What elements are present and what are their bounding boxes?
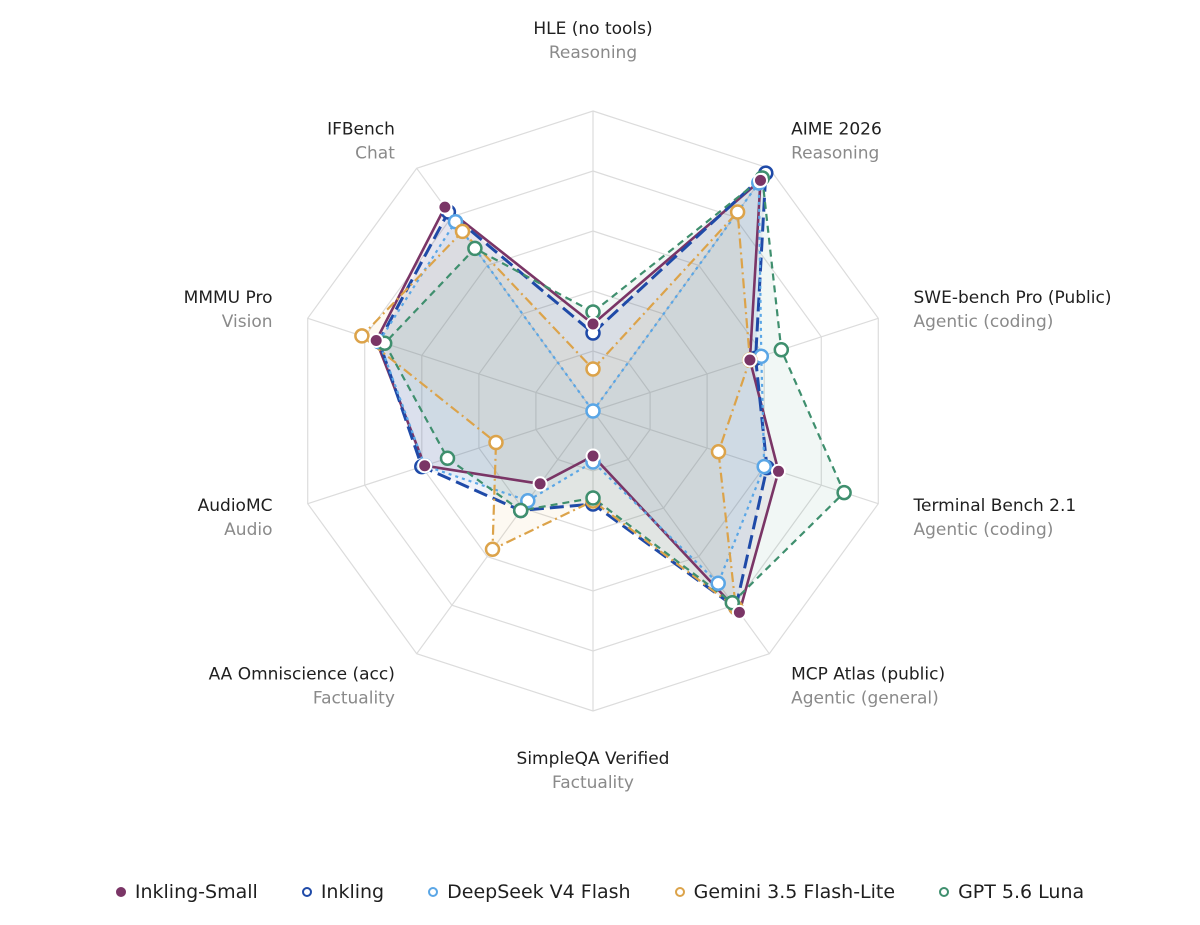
legend-marker — [939, 887, 950, 897]
legend-label: Inkling-Small — [134, 881, 258, 903]
point-gemini-3-5-flash-lite — [454, 223, 471, 240]
axis-label: MCP Atlas (public) — [791, 665, 945, 685]
axis-category-label: Agentic (coding) — [914, 312, 1054, 332]
point-gemini-3-5-flash-lite — [710, 444, 727, 460]
point-gpt-5-6-luna — [585, 490, 601, 506]
point-gpt-5-6-luna — [439, 450, 456, 467]
point-gpt-5-6-luna — [836, 484, 852, 501]
legend-marker — [301, 887, 312, 897]
point-inkling-small — [742, 352, 758, 368]
point-inkling-small — [585, 316, 601, 332]
legend-item: Inkling-Small — [115, 881, 258, 903]
series-fill-inkling-small — [376, 180, 779, 613]
grid-spoke — [592, 410, 879, 505]
point-deepseek-v4-flash — [756, 458, 772, 475]
axis-category-label: Chat — [355, 143, 395, 163]
axis-label: IFBench — [327, 119, 395, 139]
legend-marker — [428, 887, 439, 897]
legend-item: DeepSeek V4 Flash — [428, 881, 631, 903]
axis-category-label: Agentic (coding) — [914, 520, 1054, 540]
legend-item: GPT 5.6 Luna — [939, 881, 1084, 903]
legend-label: DeepSeek V4 Flash — [447, 881, 631, 903]
point-inkling-small — [731, 604, 747, 620]
radar-chart: HLE (no tools) Reasoning AIME 2026 Reasonin… — [184, 19, 1112, 793]
legend-item: Inkling — [301, 881, 385, 903]
point-inkling-small — [417, 458, 433, 474]
point-gemini-3-5-flash-lite — [484, 541, 501, 558]
point-inkling-small — [532, 476, 548, 492]
point-deepseek-v4-flash — [585, 403, 601, 419]
axis-category-label: Reasoning — [549, 43, 637, 63]
grid-spoke — [416, 410, 594, 655]
legend-label: Gemini 3.5 Flash-Lite — [693, 881, 896, 903]
point-inkling-small — [753, 172, 768, 188]
axis-category-label: Factuality — [552, 773, 634, 793]
point-gpt-5-6-luna — [773, 342, 790, 358]
series-line-gpt-5-6-luna — [383, 176, 846, 604]
point-inkling-small — [437, 199, 453, 215]
series-fill-deepseek-v4-flash — [379, 182, 765, 584]
axis-label: SWE-bench Pro (Public) — [914, 288, 1112, 308]
axis-label: AudioMC — [198, 496, 273, 516]
point-gemini-3-5-flash-lite — [354, 328, 370, 344]
legend: Inkling-Small Inkling DeepSeek V4 Flash Gem… — [0, 872, 1200, 912]
axis-labels: HLE (no tools) Reasoning AIME 2026 Reasonin… — [184, 19, 1112, 793]
point-inkling-small — [368, 333, 384, 348]
legend-marker — [674, 887, 685, 897]
legend-item: Gemini 3.5 Flash-Lite — [674, 881, 896, 903]
point-gemini-3-5-flash-lite — [585, 361, 601, 377]
series-fill-inkling — [379, 173, 767, 608]
legend-marker — [115, 887, 126, 897]
axis-label: AA Omniscience (acc) — [209, 665, 395, 685]
series-markers — [354, 165, 852, 620]
axis-label: MMMU Pro — [184, 288, 273, 308]
axis-category-label: Vision — [222, 312, 273, 332]
point-gpt-5-6-luna — [512, 502, 529, 519]
axis-category-label: Factuality — [313, 689, 395, 709]
grid-spoke — [592, 317, 879, 412]
axis-label: Terminal Bench 2.1 — [913, 496, 1077, 516]
series-fill-gemini-3-5-flash-lite — [361, 212, 750, 608]
axis-label: AIME 2026 — [791, 119, 882, 139]
legend-label: GPT 5.6 Luna — [958, 881, 1085, 903]
axis-category-label: Reasoning — [791, 143, 879, 163]
point-inkling-small — [585, 448, 601, 464]
point-gemini-3-5-flash-lite — [729, 204, 746, 220]
point-deepseek-v4-flash — [710, 575, 726, 592]
point-gpt-5-6-luna — [467, 240, 483, 257]
axis-category-label: Audio — [224, 520, 272, 540]
point-inkling-small — [771, 463, 786, 479]
axis-category-label: Agentic (general) — [791, 689, 939, 709]
point-gemini-3-5-flash-lite — [488, 434, 504, 451]
axis-label: HLE (no tools) — [533, 19, 652, 39]
point-gpt-5-6-luna — [724, 594, 741, 611]
axis-label: SimpleQA Verified — [517, 749, 670, 769]
legend-label: Inkling — [320, 881, 385, 903]
